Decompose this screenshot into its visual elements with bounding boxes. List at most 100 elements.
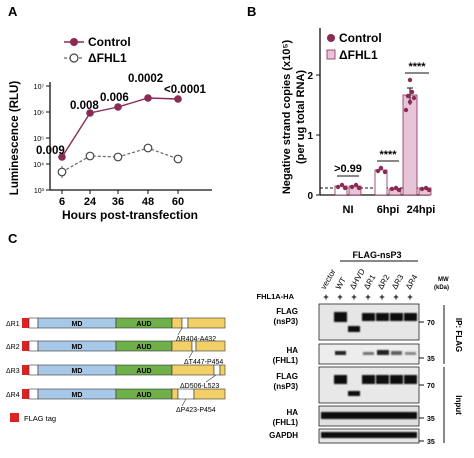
bands-flag-input xyxy=(334,375,417,396)
x-axis-title: Hours post-transfection xyxy=(62,208,198,222)
construct-name: ΔR3 xyxy=(6,368,20,375)
legend-control-label: Control xyxy=(88,35,131,49)
aud-label: AUD xyxy=(136,344,151,351)
side-label-input: Input xyxy=(454,395,463,415)
lane-sign: + xyxy=(351,292,356,302)
md-label: MD xyxy=(72,344,83,351)
deletion-pointer xyxy=(181,398,187,407)
series-fhl1-point xyxy=(85,151,95,161)
lane-sign: + xyxy=(379,292,384,302)
lane-sign: + xyxy=(407,292,412,302)
panel-b-label: B xyxy=(247,4,256,19)
deletion-label: ΔR404-A432 xyxy=(176,336,216,343)
x-tick-label: NI xyxy=(343,204,354,216)
linker-block xyxy=(28,340,39,352)
mw-unit: (kDa) xyxy=(434,285,449,291)
bands-ha-input xyxy=(321,412,417,419)
western-blot: FLAG-nsP3 vector WT ΔHVD ΔR1 ΔR2 ΔR3 ΔR4… xyxy=(257,250,464,446)
hvd-segment xyxy=(187,317,226,329)
mw-marker: 35 xyxy=(427,439,435,446)
row-label: HA xyxy=(286,408,298,417)
y-tick-label: 10⁷ xyxy=(34,84,45,91)
lane-sign: + xyxy=(393,292,398,302)
aud-label: AUD xyxy=(136,368,151,375)
lane-label: ΔR4 xyxy=(404,273,420,291)
aud-label: AUD xyxy=(136,392,151,399)
row-sub-label: (FHL1) xyxy=(273,356,299,365)
x-tick-label: 6 xyxy=(59,196,65,208)
deletion-gap xyxy=(181,317,189,329)
x-tick-label: 24 xyxy=(84,196,97,208)
pvalue-label: 0.008 xyxy=(70,100,99,112)
deletion-label: ΔP423-P454 xyxy=(176,407,216,414)
fhl1a-ha-label: FHL1A-HA xyxy=(257,292,295,301)
series-control-point xyxy=(86,109,94,117)
x-tick-label: 6hpi xyxy=(377,204,400,216)
pvalue-label: 0.006 xyxy=(100,92,129,104)
x-ticks: 6 24 36 48 60 xyxy=(59,190,184,208)
row-label: GAPDH xyxy=(269,431,298,440)
mw-marker: 35 xyxy=(427,356,435,363)
bands-flag-ip xyxy=(334,312,417,332)
y-ticks: 10⁷ 10⁶ 10⁵ 10⁴ 10³ xyxy=(33,84,50,195)
linker-block xyxy=(28,388,39,400)
flag-tag-block xyxy=(22,318,29,328)
series-fhl1-point xyxy=(113,152,123,162)
series-fhl1-point xyxy=(57,167,67,177)
construct-r4: ΔR4 MD AUD ΔP423-P454 xyxy=(6,388,226,414)
x-tick-label: 36 xyxy=(112,196,124,208)
side-label-ip: IP: FLAG xyxy=(454,318,463,352)
deletion-gap xyxy=(213,364,221,376)
dots-ni xyxy=(335,182,362,191)
hvd-segment xyxy=(171,364,215,376)
hvd-segment xyxy=(171,340,193,352)
dots-24hpi xyxy=(403,77,432,193)
legend-control-marker xyxy=(327,34,335,42)
lane-label: WT xyxy=(334,276,348,291)
bands-gapdh xyxy=(321,432,417,438)
y-axis-title: Negative strand copies (x10⁵) xyxy=(281,40,293,195)
y-tick-label: 10⁶ xyxy=(33,110,44,117)
construct-r3: ΔR3 MD AUD ΔD506-L523 xyxy=(6,364,226,390)
construct-r2: ΔR2 MD AUD ΔT447-P454 xyxy=(6,340,226,366)
series-control-point xyxy=(174,95,182,103)
mw-marker: 35 xyxy=(427,416,435,423)
md-label: MD xyxy=(72,321,83,328)
hvd-segment xyxy=(171,317,183,329)
y-axis-title: Luminescence (RLU) xyxy=(9,81,21,196)
hvd-segment xyxy=(219,364,226,376)
deletion-pointer xyxy=(177,327,183,336)
legend-fhl1-marker xyxy=(69,53,79,63)
legend-control-label: Control xyxy=(339,31,382,45)
y-tick-label: 2 xyxy=(307,71,313,82)
construct-r1: ΔR1 MD AUD ΔR404-A432 xyxy=(6,317,226,343)
linker-block xyxy=(28,317,39,329)
deletion-label: ΔT447-P454 xyxy=(184,359,223,366)
hvd-segment xyxy=(171,388,179,400)
lane-label: ΔR3 xyxy=(390,273,406,291)
y-tick-label: 1 xyxy=(307,131,313,142)
construct-name: ΔR2 xyxy=(6,344,20,351)
panel-c-label: C xyxy=(8,231,18,246)
flag-tag-block xyxy=(22,389,29,399)
series-control-point xyxy=(58,153,66,161)
series-fhl1-point xyxy=(143,143,153,153)
legend-fhl1-marker xyxy=(326,49,336,60)
pvalue-label: 0.0002 xyxy=(128,73,163,85)
y-axis-title-2: (per ug total RNA) xyxy=(295,70,307,164)
construct-name: ΔR1 xyxy=(6,321,20,328)
series-fhl1-point xyxy=(173,154,183,164)
sig-label: **** xyxy=(379,149,397,161)
md-label: MD xyxy=(72,368,83,375)
hvd-segment xyxy=(195,340,226,352)
y-tick-label: 10³ xyxy=(34,188,45,195)
panel-b-bar-chart: B Negative strand copies (x10⁵) (per ug … xyxy=(247,4,435,216)
series-control-point xyxy=(114,103,122,111)
lane-sign: + xyxy=(365,292,370,302)
pvalue-label: 0.009 xyxy=(36,145,65,157)
aud-label: AUD xyxy=(136,321,151,328)
deletion-pointer xyxy=(205,374,217,383)
mw-marker: 70 xyxy=(427,383,435,390)
blot-strip-flag-input xyxy=(318,366,420,404)
row-label: FLAG xyxy=(276,372,298,381)
